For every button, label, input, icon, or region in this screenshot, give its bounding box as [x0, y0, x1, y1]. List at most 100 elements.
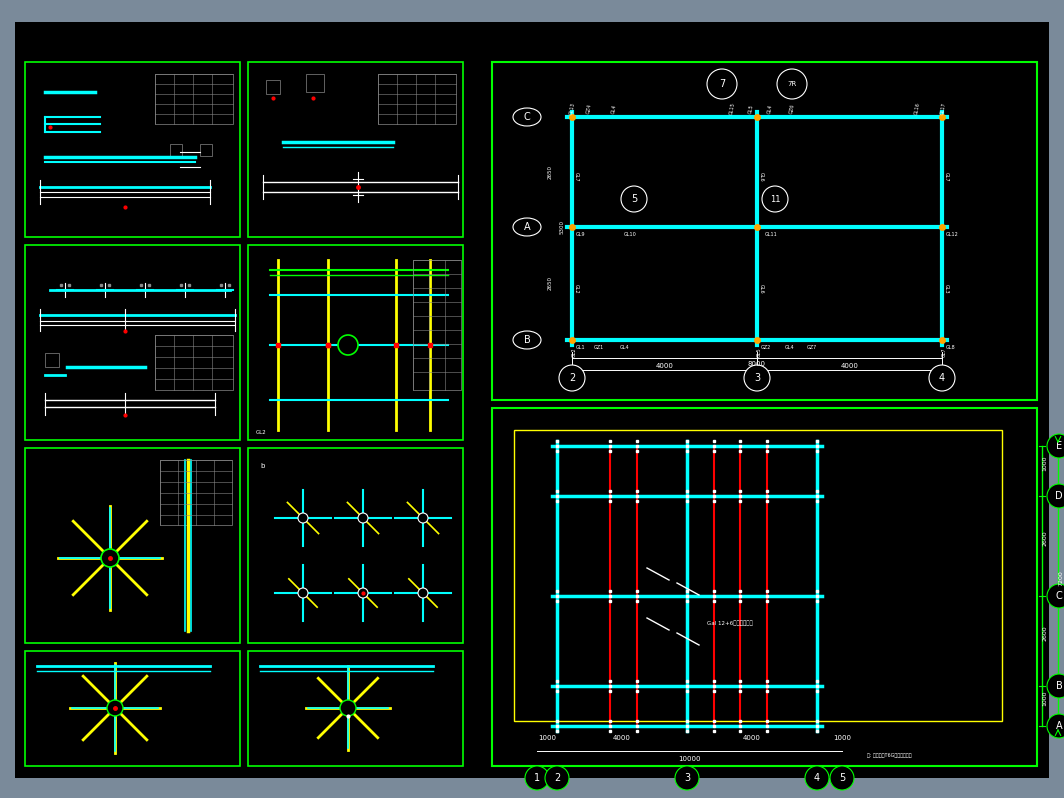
Text: b: b	[260, 463, 264, 469]
Bar	[45, 353, 59, 367]
Text: 7200: 7200	[1059, 571, 1064, 586]
Text: A: A	[523, 222, 530, 232]
Bar	[24, 62, 240, 237]
Text: 2600: 2600	[1043, 531, 1047, 546]
Text: GL2: GL2	[573, 283, 579, 293]
Text: GL4: GL4	[767, 104, 774, 114]
Text: GL15: GL15	[729, 102, 736, 115]
Text: GZ6: GZ6	[789, 103, 796, 114]
Circle shape	[298, 588, 307, 598]
Bar	[378, 74, 456, 124]
Text: D: D	[1055, 491, 1063, 501]
Bar	[492, 408, 1037, 766]
Text: GL17: GL17	[940, 102, 947, 115]
Text: GL12: GL12	[946, 232, 959, 237]
Text: GL13: GL13	[569, 102, 576, 115]
Text: 1000: 1000	[833, 735, 851, 741]
Text: GL10: GL10	[624, 232, 636, 237]
Text: 4000: 4000	[743, 735, 761, 741]
Bar	[155, 74, 233, 124]
Text: A: A	[1055, 721, 1062, 731]
Circle shape	[358, 513, 368, 523]
Circle shape	[1047, 434, 1064, 458]
Circle shape	[1047, 484, 1064, 508]
Circle shape	[762, 186, 788, 212]
Text: GL4: GL4	[620, 345, 630, 350]
Bar	[248, 245, 463, 440]
Bar	[200, 144, 212, 156]
Ellipse shape	[513, 108, 541, 126]
Circle shape	[418, 513, 428, 523]
Bar	[170, 144, 182, 156]
Circle shape	[340, 700, 356, 716]
Circle shape	[744, 365, 770, 391]
Circle shape	[298, 513, 307, 523]
Circle shape	[338, 335, 358, 355]
Text: GL5: GL5	[748, 104, 754, 114]
Text: Gal 12+6钢化夹胶玻璃: Gal 12+6钢化夹胶玻璃	[706, 620, 752, 626]
Text: 1000: 1000	[538, 735, 556, 741]
Text: GL5: GL5	[757, 347, 762, 357]
Text: C: C	[523, 112, 530, 122]
Text: GL2: GL2	[572, 347, 577, 357]
Text: 3: 3	[754, 373, 760, 383]
Text: GL11: GL11	[765, 232, 778, 237]
Text: GZ7: GZ7	[807, 345, 817, 350]
Circle shape	[101, 549, 119, 567]
Text: GL6: GL6	[759, 283, 764, 293]
Bar	[24, 651, 240, 766]
Circle shape	[621, 186, 647, 212]
Text: GL2: GL2	[256, 429, 267, 434]
Circle shape	[675, 766, 699, 790]
Bar	[248, 448, 463, 643]
Text: 1000: 1000	[1043, 690, 1047, 706]
Text: GL7: GL7	[942, 347, 947, 357]
Ellipse shape	[513, 331, 541, 349]
Text: 1: 1	[534, 773, 541, 783]
Circle shape	[777, 69, 807, 99]
Bar	[492, 62, 1037, 400]
Circle shape	[805, 766, 829, 790]
Text: 2: 2	[569, 373, 576, 383]
Text: GL16: GL16	[914, 102, 921, 115]
Text: 注: 钢板均用T6G的铝合金连接: 注: 钢板均用T6G的铝合金连接	[867, 753, 912, 759]
Circle shape	[1047, 584, 1064, 608]
Circle shape	[545, 766, 569, 790]
Circle shape	[525, 766, 549, 790]
Bar	[266, 80, 280, 94]
Circle shape	[107, 700, 123, 716]
Ellipse shape	[513, 218, 541, 236]
Bar	[248, 651, 463, 766]
Text: 7: 7	[719, 79, 726, 89]
Bar	[248, 62, 463, 237]
Bar	[160, 460, 232, 525]
Text: GL7: GL7	[944, 172, 948, 182]
Circle shape	[1047, 674, 1064, 698]
Circle shape	[830, 766, 854, 790]
Text: GZ1: GZ1	[594, 345, 604, 350]
Bar	[155, 335, 233, 390]
Text: 4000: 4000	[613, 735, 631, 741]
Text: 10000: 10000	[678, 756, 701, 762]
Bar	[24, 245, 240, 440]
Circle shape	[358, 588, 368, 598]
Text: 5: 5	[838, 773, 845, 783]
Text: 4000: 4000	[655, 363, 674, 369]
Circle shape	[929, 365, 955, 391]
Text: GL1: GL1	[576, 345, 585, 350]
Text: GL4: GL4	[611, 104, 618, 114]
Text: 1000: 1000	[1043, 456, 1047, 471]
Text: 4: 4	[814, 773, 820, 783]
Text: 8000: 8000	[748, 361, 766, 367]
Text: E: E	[1055, 441, 1062, 451]
Text: 5300: 5300	[560, 220, 565, 234]
Text: 4000: 4000	[841, 363, 859, 369]
Bar	[24, 448, 240, 643]
Text: 2650: 2650	[548, 276, 552, 290]
Circle shape	[418, 588, 428, 598]
Text: 2: 2	[554, 773, 560, 783]
Bar	[413, 260, 461, 390]
Text: 7R: 7R	[787, 81, 797, 87]
Text: 2650: 2650	[548, 165, 552, 179]
Bar	[514, 430, 1002, 721]
